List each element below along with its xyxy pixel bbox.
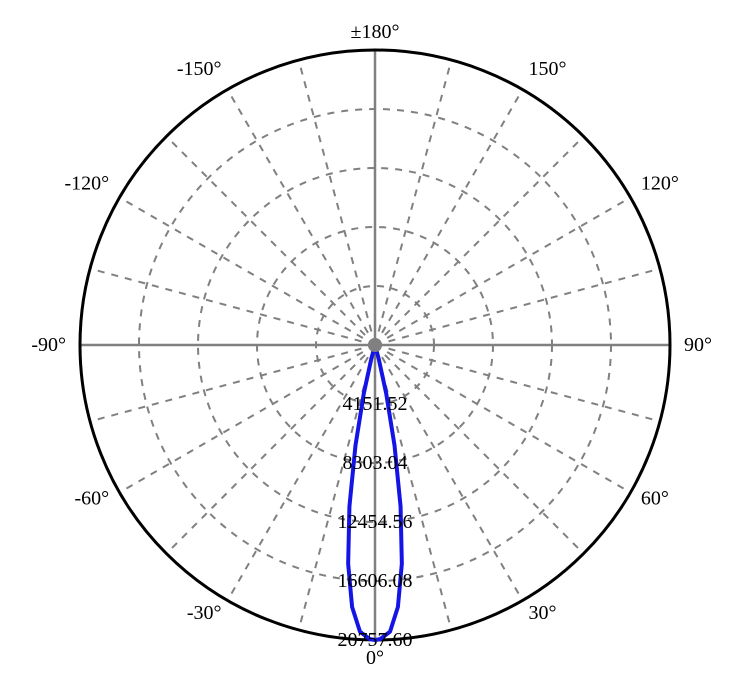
angle-label: 90° [684,334,712,356]
angle-label: -120° [64,173,109,195]
angle-label: 60° [641,488,669,510]
angle-label: -60° [74,488,109,510]
radial-label: 20757.60 [338,629,413,651]
angle-label: 120° [641,173,679,195]
radial-label: 4151.52 [343,393,408,415]
radial-label: 8303.04 [343,452,408,474]
angle-label: -30° [187,602,222,624]
angle-label: -150° [177,58,222,80]
angle-label: 150° [529,58,567,80]
angle-label: ±180° [351,21,400,43]
polar-chart: ±180° -150° 150° -120° 120° -90° 90° -60° 60° -30… [0,0,751,691]
radial-label: 12454.56 [338,511,413,533]
radial-label: 16606.08 [338,570,413,592]
angle-label: -90° [31,334,66,356]
angle-label: 30° [529,602,557,624]
polar-chart-svg: ±180° -150° 150° -120° 120° -90° 90° -60° 60° -30… [0,0,751,691]
